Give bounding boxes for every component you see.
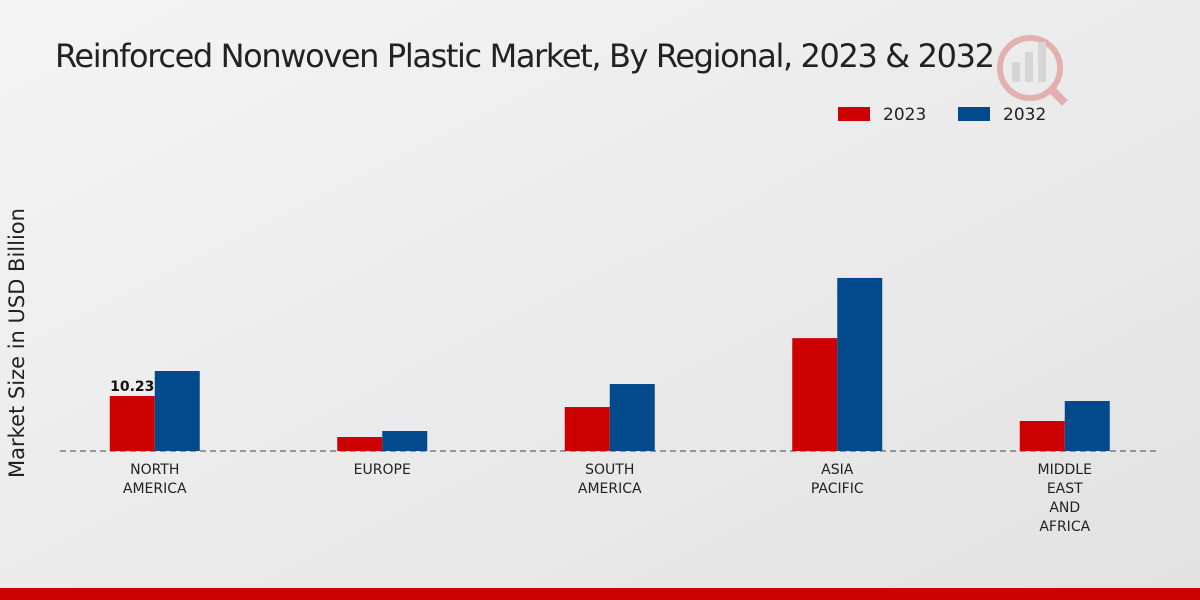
bar xyxy=(337,437,383,451)
x-tick-label: ASIA PACIFIC xyxy=(811,462,864,497)
x-tick-label: MIDDLE EAST AND AFRICA xyxy=(1038,462,1092,535)
legend-swatch xyxy=(958,107,990,121)
bar xyxy=(564,407,610,451)
logo xyxy=(997,35,1068,106)
bar xyxy=(382,431,428,451)
legend-label: 2023 xyxy=(883,105,926,125)
bar xyxy=(1019,421,1065,451)
x-tick-label: SOUTH AMERICA xyxy=(578,462,642,497)
data-label: 10.23 xyxy=(110,379,154,395)
legend-label: 2032 xyxy=(1003,105,1046,125)
legend-swatch xyxy=(838,107,870,121)
bar xyxy=(109,396,155,451)
x-tick-label: NORTH AMERICA xyxy=(123,462,187,497)
chart-title: Reinforced Nonwoven Plastic Market, By R… xyxy=(55,37,995,75)
x-tick-label: EUROPE xyxy=(354,462,411,478)
bar xyxy=(609,384,655,451)
y-axis-label: Market Size in USD Billion xyxy=(5,208,29,478)
footer-bar xyxy=(0,588,1200,600)
bar xyxy=(1064,401,1110,451)
bar xyxy=(837,277,883,451)
bar xyxy=(154,371,200,451)
bar xyxy=(792,338,838,451)
